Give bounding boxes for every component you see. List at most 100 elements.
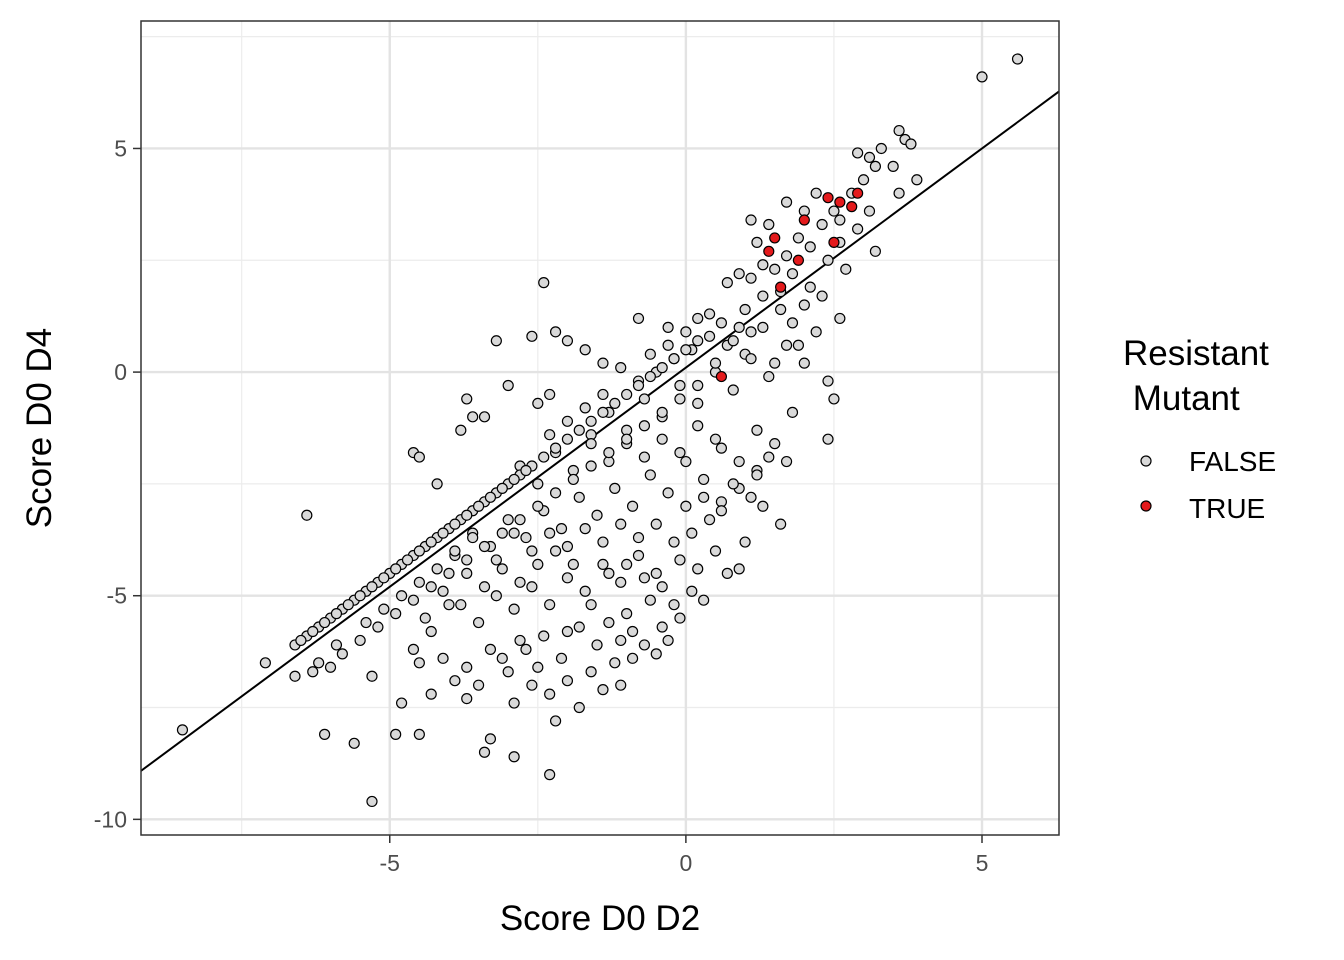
point-false bbox=[520, 643, 532, 655]
point-false bbox=[615, 576, 627, 588]
point-false bbox=[597, 357, 609, 369]
y-axis-title: Score D0 D4 bbox=[20, 328, 59, 528]
point-false bbox=[455, 424, 467, 436]
point-false bbox=[674, 446, 686, 459]
point-false bbox=[650, 648, 662, 660]
point-false bbox=[455, 599, 467, 611]
point-false bbox=[893, 187, 905, 199]
minor-gridlines bbox=[141, 21, 1059, 835]
point-false bbox=[289, 670, 301, 682]
point-true bbox=[763, 245, 775, 257]
point-false bbox=[330, 639, 343, 651]
point-false bbox=[514, 634, 526, 647]
point-false bbox=[780, 196, 793, 208]
point-false bbox=[425, 581, 437, 593]
point-false bbox=[413, 545, 425, 557]
point-false bbox=[798, 299, 810, 311]
point-false bbox=[692, 335, 704, 347]
point-false bbox=[662, 634, 674, 647]
point-false bbox=[585, 415, 597, 427]
point-false bbox=[757, 259, 769, 271]
point-false bbox=[733, 563, 745, 575]
point-false bbox=[668, 536, 680, 548]
point-false bbox=[484, 733, 497, 745]
point-false bbox=[390, 728, 402, 740]
point-false bbox=[644, 348, 656, 360]
point-false bbox=[176, 724, 189, 736]
point-false bbox=[733, 268, 745, 280]
point-false bbox=[976, 71, 988, 83]
point-false bbox=[520, 531, 532, 544]
point-false bbox=[555, 652, 568, 664]
point-false bbox=[585, 438, 597, 450]
point-false bbox=[798, 357, 810, 369]
point-false bbox=[615, 634, 627, 647]
point-false bbox=[662, 321, 674, 333]
point-false bbox=[561, 540, 574, 553]
point-false bbox=[626, 652, 639, 664]
point-false bbox=[721, 567, 733, 579]
point-false bbox=[342, 599, 354, 611]
point-false bbox=[834, 312, 846, 325]
point-false bbox=[443, 567, 455, 579]
point-false bbox=[502, 666, 514, 678]
point-false bbox=[472, 616, 485, 629]
point-false bbox=[804, 281, 816, 293]
point-false bbox=[348, 737, 360, 749]
points-layer bbox=[176, 53, 1024, 808]
point-false bbox=[437, 652, 449, 664]
point-false bbox=[461, 554, 473, 566]
point-false bbox=[413, 576, 425, 588]
point-false bbox=[680, 500, 692, 512]
point-false bbox=[692, 563, 704, 575]
point-false bbox=[692, 312, 704, 325]
point-false bbox=[632, 549, 645, 562]
point-false bbox=[703, 330, 716, 342]
point-false bbox=[733, 455, 745, 468]
point-false bbox=[828, 393, 840, 405]
point-false bbox=[549, 442, 562, 454]
point-false bbox=[644, 594, 656, 606]
legend-key-false bbox=[1140, 455, 1152, 467]
point-false bbox=[360, 616, 372, 629]
point-false bbox=[579, 402, 591, 414]
point-false bbox=[313, 657, 325, 669]
point-false bbox=[692, 420, 704, 432]
point-false bbox=[561, 625, 574, 638]
point-false bbox=[514, 576, 526, 588]
point-false bbox=[555, 523, 568, 535]
point-false bbox=[319, 616, 331, 629]
point-false bbox=[656, 581, 668, 593]
point-false bbox=[751, 469, 763, 481]
point-false bbox=[822, 254, 834, 266]
point-false bbox=[573, 424, 585, 436]
point-false bbox=[674, 554, 686, 566]
legend-key-true bbox=[1140, 500, 1152, 512]
point-false bbox=[508, 473, 520, 486]
point-false bbox=[727, 478, 739, 490]
point-false bbox=[674, 393, 686, 405]
reference-line-layer bbox=[141, 90, 1059, 772]
point-false bbox=[407, 643, 420, 655]
point-false bbox=[763, 218, 775, 231]
point-false bbox=[520, 464, 532, 477]
point-false bbox=[372, 621, 384, 633]
point-false bbox=[852, 223, 864, 235]
point-false bbox=[585, 599, 597, 611]
point-false bbox=[638, 451, 651, 463]
point-false bbox=[686, 527, 698, 539]
point-false bbox=[461, 692, 473, 705]
point-false bbox=[597, 558, 609, 571]
point-false bbox=[259, 657, 271, 669]
point-false bbox=[769, 357, 781, 369]
point-false bbox=[307, 666, 319, 678]
point-false bbox=[472, 679, 485, 691]
point-false bbox=[395, 590, 408, 602]
point-false bbox=[615, 679, 627, 691]
point-false bbox=[319, 728, 331, 740]
point-false bbox=[508, 751, 520, 763]
point-false bbox=[478, 540, 491, 553]
point-false bbox=[407, 594, 420, 606]
point-false bbox=[680, 455, 692, 468]
point-false bbox=[514, 514, 526, 526]
